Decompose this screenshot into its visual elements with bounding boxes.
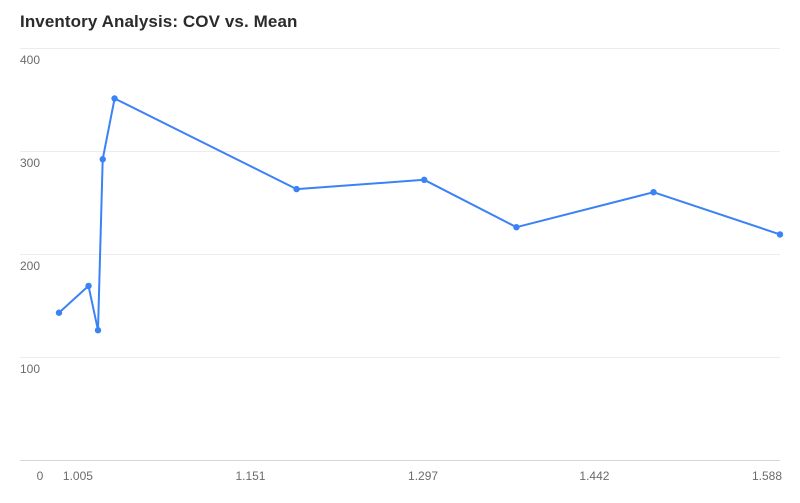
data-point[interactable] [421,176,428,184]
series-line [58,97,781,332]
data-point[interactable] [776,231,784,238]
data-point[interactable] [513,224,520,231]
y-tick-label: 400 [20,53,40,67]
y-tick-label: 100 [20,362,40,376]
x-tick-label: 1.151 [235,469,265,483]
chart-title: Inventory Analysis: COV vs. Mean [20,12,298,31]
data-point[interactable] [111,95,118,102]
y-tick-label: 300 [20,156,40,170]
data-point[interactable] [650,189,657,196]
data-point[interactable] [99,156,106,163]
data-point[interactable] [55,309,63,316]
data-point[interactable] [94,327,102,334]
y-tick-label: 200 [20,259,40,273]
x-tick-label: 1.297 [408,469,438,483]
x-tick-label: 0 [37,469,44,483]
data-point[interactable] [293,185,300,193]
x-tick-label: 1.442 [579,469,609,483]
x-tick-label: 1.005 [63,469,93,483]
x-tick-label: 1.588 [752,469,782,483]
data-point[interactable] [85,282,92,290]
